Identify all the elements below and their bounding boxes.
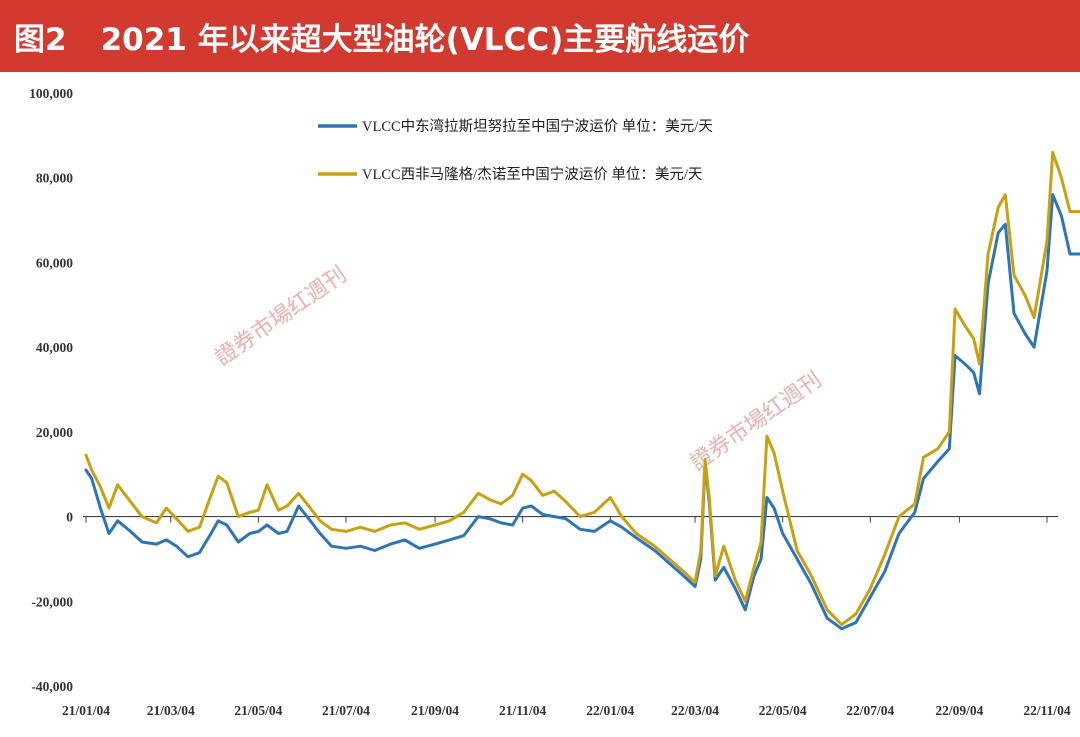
- y-tick-label: 0: [66, 510, 73, 525]
- watermark-1: 證券市場红週刊: [210, 261, 351, 370]
- x-tick-label: 21/01/04: [62, 703, 110, 718]
- x-tick-label: 22/07/04: [846, 703, 894, 718]
- figure-title-bar: 图2 2021 年以来超大型油轮(VLCC)主要航线运价: [0, 0, 1080, 72]
- x-tick-label: 22/11/04: [1023, 703, 1071, 718]
- x-tick-label: 21/05/04: [234, 703, 282, 718]
- x-tick-label: 21/11/04: [499, 703, 547, 718]
- x-tick-label: 22/05/04: [759, 703, 807, 718]
- series-line-1: [84, 193, 1080, 631]
- y-tick-label: 40,000: [36, 340, 73, 355]
- y-tick-label: 100,000: [29, 86, 73, 101]
- figure-label: 图2: [14, 21, 67, 58]
- figure-title: 2021 年以来超大型油轮(VLCC)主要航线运价: [100, 21, 750, 58]
- x-tick-label: 21/03/04: [147, 703, 195, 718]
- y-axis: -40,000 -20,000 0 20,000 40,000 60,000 80,000 1…: [29, 86, 73, 694]
- x-tick-label: 22/01/04: [586, 703, 634, 718]
- y-tick-label: 80,000: [36, 171, 73, 186]
- x-tick-label: 21/09/04: [411, 703, 459, 718]
- x-tick-label: 22/03/04: [671, 703, 719, 718]
- legend: VLCC中东湾拉斯坦努拉至中国宁波运价 单位：美元/天 VLCC西非马隆格/杰诺至…: [318, 118, 713, 183]
- x-axis: 21/01/04 21/03/04 21/05/04 21/07/04 21/09/04…: [62, 515, 1071, 718]
- series-lines: [84, 150, 1080, 631]
- legend-label-2: VLCC西非马隆格/杰诺至中国宁波运价 单位：美元/天: [362, 166, 702, 183]
- y-tick-label: -40,000: [31, 679, 73, 694]
- y-tick-label: 60,000: [36, 255, 73, 270]
- series-line-2: [84, 150, 1080, 627]
- legend-label-1: VLCC中东湾拉斯坦努拉至中国宁波运价 单位：美元/天: [362, 118, 713, 135]
- x-tick-label: 22/09/04: [935, 703, 983, 718]
- y-tick-label: -20,000: [31, 594, 73, 609]
- x-tick-label: 21/07/04: [322, 703, 370, 718]
- y-tick-label: 20,000: [36, 425, 73, 440]
